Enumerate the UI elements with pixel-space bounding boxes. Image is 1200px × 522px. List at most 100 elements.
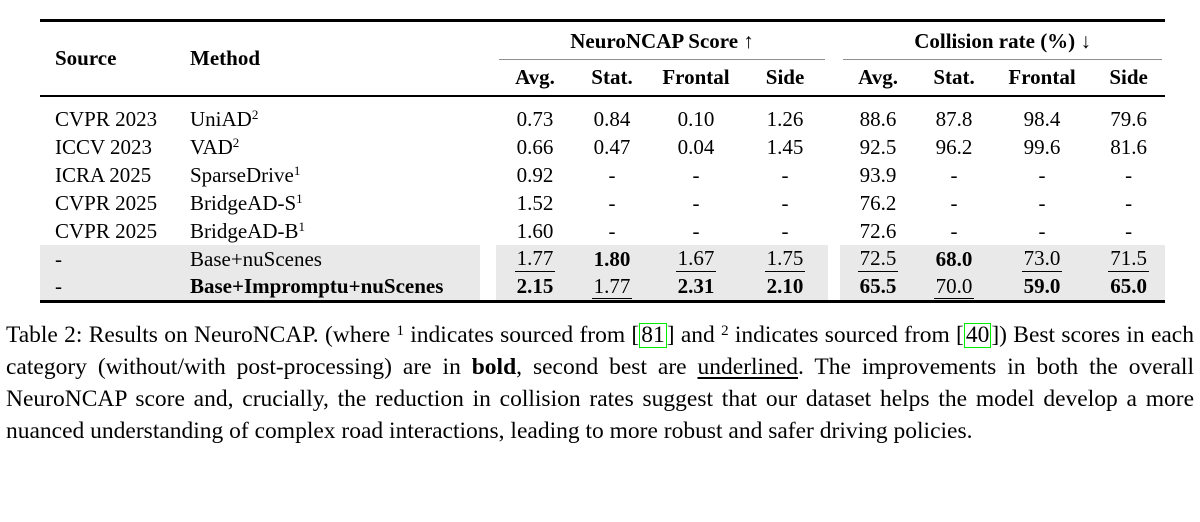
caption-bold-text: bold (471, 353, 517, 380)
cell-value: 1.26 (766, 107, 804, 131)
caption-text: indicates sourced from [ (403, 321, 640, 348)
group-header-row: Source Method NeuroNCAP Score ↑ Collisio… (40, 20, 1165, 97)
citation-link[interactable]: 81 (639, 321, 667, 348)
column-gap (828, 245, 840, 273)
cell-source: - (40, 273, 190, 301)
cell-value: 81.6 (1110, 134, 1147, 159)
cell-value: - (1125, 190, 1133, 215)
caption-underlined-text: underlined (697, 353, 799, 380)
method-footnote-marker: 1 (293, 162, 301, 178)
table-row: ICCV 2023 VAD2 0.66 0.47 0.04 1.45 92.5 96.2 99.… (40, 133, 1165, 161)
cell-method: BridgeAD-S1 (190, 190, 303, 215)
cell-value: 93.9 (859, 162, 897, 187)
column-gap (828, 20, 841, 97)
subcol-coll-stat: Stat. (916, 60, 993, 97)
cell-value: 0.73 (516, 107, 554, 131)
cell-value: 1.60 (516, 218, 554, 243)
column-gap (480, 96, 496, 133)
subcol-coll-frontal: Frontal (992, 60, 1093, 97)
cell-value: 0.92 (516, 162, 554, 187)
caption-text: . The improvements in both the overall N… (6, 353, 1194, 444)
group-header-collision-rate: Collision rate (%) ↓ (840, 21, 1165, 60)
cell-value: - (608, 190, 616, 215)
column-gap (480, 161, 496, 189)
cell-value: - (950, 190, 958, 215)
table-row: CVPR 2025 BridgeAD-S1 1.52 - - - 76.2 - - - (40, 189, 1165, 217)
cell-value: 0.47 (593, 134, 631, 159)
column-gap (828, 273, 840, 301)
cell-value: - (950, 218, 958, 243)
subcol-ncap-side: Side (742, 60, 829, 97)
caption-text: ] and (666, 321, 722, 348)
cell-value: 70.0 (916, 273, 993, 301)
column-gap (480, 273, 496, 301)
cell-value: - (692, 162, 700, 187)
table-row: - Base+Impromptu+nuScenes 2.15 1.77 2.31 2.10… (40, 273, 1166, 301)
subheader-row: Avg. Stat. Frontal Side Avg. Stat. Front… (40, 60, 1166, 97)
cell-value: - (1125, 218, 1133, 243)
cell-value: - (781, 218, 789, 243)
cell-method: Base+Impromptu+nuScenes (190, 273, 480, 301)
group-label-neuroncap: NeuroNCAP Score ↑ (499, 29, 826, 60)
cell-value: 92.5 (859, 134, 897, 159)
cell-source: ICCV 2023 (55, 134, 153, 159)
table-header: Source Method NeuroNCAP Score ↑ Collisio… (40, 20, 1166, 97)
cell-method: Base+nuScenes (190, 245, 480, 273)
results-table: Source Method NeuroNCAP Score ↑ Collisio… (40, 19, 1166, 303)
cell-value: - (692, 190, 700, 215)
cell-method: VAD2 (190, 134, 240, 159)
column-gap (828, 133, 840, 161)
table-row: CVPR 2025 BridgeAD-B1 1.60 - - - 72.6 - - - (40, 217, 1165, 245)
cell-value: 2.15 (496, 273, 574, 301)
cell-value: - (1038, 218, 1046, 243)
cell-value: 76.2 (859, 190, 897, 215)
column-gap (480, 133, 496, 161)
table-caption: Table 2: Results on NeuroNCAP. (where 1 … (6, 319, 1194, 447)
cell-value: 73.0 (992, 245, 1093, 273)
col-header-source: Source (40, 20, 190, 97)
subcol-ncap-frontal: Frontal (650, 60, 742, 97)
cell-value: 1.75 (742, 245, 829, 273)
cell-value: 72.5 (840, 245, 917, 273)
cell-source: CVPR 2023 (55, 107, 158, 131)
cell-value: 68.0 (916, 245, 993, 273)
column-gap (480, 217, 496, 245)
column-gap (828, 189, 840, 217)
cell-value: 96.2 (935, 134, 973, 159)
citation-link[interactable]: 40 (963, 321, 992, 348)
cell-value: 88.6 (859, 107, 897, 131)
cell-source: CVPR 2025 (55, 218, 158, 243)
cell-value: 1.45 (766, 134, 804, 159)
method-footnote-marker: 1 (296, 190, 303, 206)
table-body: CVPR 2023 UniAD2 0.73 0.84 0.10 1.26 88.6 87.8 9… (40, 96, 1166, 301)
cell-value: 59.0 (992, 273, 1093, 301)
cell-value: 1.77 (574, 273, 650, 301)
cell-value: 1.80 (574, 245, 650, 273)
caption-text: , second best are (516, 353, 698, 380)
subcol-coll-avg: Avg. (840, 60, 917, 97)
column-gap (828, 217, 840, 245)
cell-value: - (1038, 162, 1046, 187)
column-gap (480, 245, 496, 273)
cell-source: CVPR 2025 (55, 190, 158, 215)
cell-value: - (781, 162, 789, 187)
footnote-marker: 1 (396, 322, 404, 339)
cell-value: 99.6 (1023, 134, 1061, 159)
cell-value: 1.77 (496, 245, 574, 273)
caption-text: ]) Best scores in each category (without… (6, 321, 1194, 380)
method-footnote-marker: 2 (232, 134, 240, 150)
cell-value: 2.31 (650, 273, 742, 301)
cell-value: 1.52 (516, 190, 554, 215)
results-table-container: Source Method NeuroNCAP Score ↑ Collisio… (40, 19, 1166, 303)
column-gap (828, 161, 840, 189)
group-label-text: NeuroNCAP Score (570, 29, 739, 53)
cell-value: 72.6 (859, 218, 897, 243)
group-label-text: Collision rate (%) (914, 29, 1076, 53)
down-arrow-icon: ↓ (1080, 29, 1091, 53)
cell-source: ICRA 2025 (55, 162, 152, 187)
cell-method: BridgeAD-B1 (190, 218, 305, 243)
subcol-ncap-avg: Avg. (496, 60, 574, 97)
column-gap (828, 96, 840, 133)
cell-method: UniAD2 (190, 107, 259, 131)
cell-value: 0.84 (593, 107, 631, 131)
